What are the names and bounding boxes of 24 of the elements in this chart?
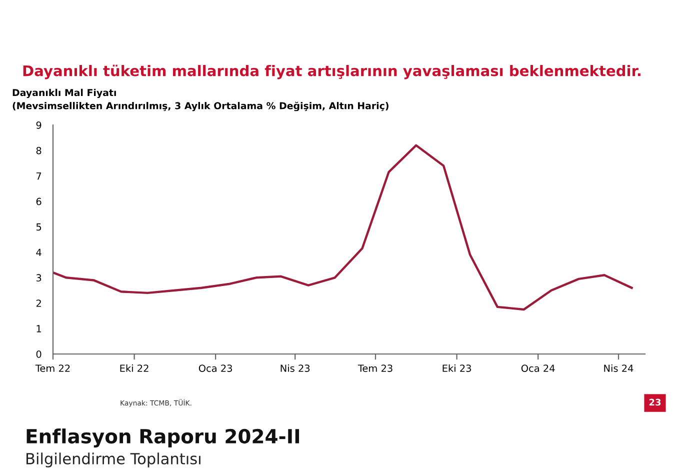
x-tick-label: Nis 24 — [604, 364, 634, 372]
y-tick-label: 3 — [36, 274, 42, 282]
y-tick-label: 4 — [36, 248, 42, 256]
x-tick-label: Nis 23 — [280, 364, 310, 372]
x-tick-label: Eki 23 — [442, 364, 471, 372]
y-tick-label: 2 — [36, 300, 41, 307]
line-series — [53, 144, 633, 311]
y-tick-label: 0 — [36, 350, 42, 358]
text: Enflasyon Raporu 2024-II — [26, 428, 300, 448]
y-tick-label: 5 — [36, 223, 42, 231]
chart-subtitle: Dayanıklı Mal Fiyatı (Mevsimsellikten Arındırılmış, 3 Aylık Ortalama % Değişim, Altın Hariç) — [12, 88, 388, 112]
x-tick-label: Oca 24 — [521, 364, 555, 372]
text: Bilgilendirme Toplantısı — [26, 452, 200, 468]
x-tick-label: Eki 22 — [120, 364, 148, 372]
y-tick-label: 7 — [36, 172, 42, 180]
y-tick-label: 8 — [36, 146, 42, 154]
y-tick-label: 6 — [36, 198, 42, 206]
y-tick-label: 9 — [36, 121, 42, 129]
x-tick-label: Tem 23 — [358, 364, 392, 372]
text: 23 — [649, 398, 661, 406]
x-tick-label: Oca 23 — [198, 364, 232, 372]
x-tick-label: Tem 22 — [35, 364, 70, 372]
y-tick-label: 1 — [36, 325, 41, 332]
chart-title: Dayanıklı tüketim mallarında fiyat artışlarının yavaşlaması beklenmektedir. — [23, 64, 640, 80]
